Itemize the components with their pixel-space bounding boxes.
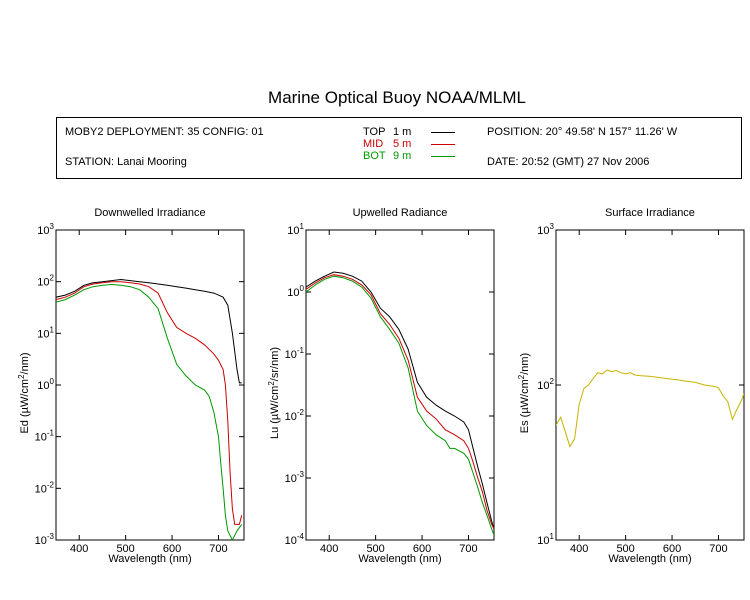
legend-swatch <box>431 131 455 133</box>
chart-panel-2: Upwelled Radiance 400 500 600 700 10-4 10-3 10-… <box>267 207 495 565</box>
y-tick-label: 103 <box>37 222 54 237</box>
y-axis-label: Lu (µW/cm2/sr/nm) <box>267 347 281 439</box>
x-axis-label: Wavelength (nm) <box>358 553 441 565</box>
y-tick-label: 100 <box>37 377 54 392</box>
y-tick-label: 10-1 <box>285 346 305 361</box>
y-tick-label: 103 <box>537 222 554 237</box>
chart-panel-1: Downwelled Irradiance 400 500 600 700 10-3 10-… <box>17 207 245 565</box>
x-tick-label: 600 <box>663 543 681 555</box>
x-tick-label: 500 <box>366 543 384 555</box>
legend-name: MID <box>363 138 384 150</box>
plot-frame <box>305 229 495 541</box>
x-tick-label: 700 <box>709 543 727 555</box>
plot-frame <box>555 229 745 541</box>
y-axis-label: Es (µW/cm2/nm) <box>517 353 531 433</box>
y-tick-label: 102 <box>537 377 554 392</box>
x-tick-label: 500 <box>616 543 634 555</box>
y-tick-label: 102 <box>37 274 54 289</box>
y-tick-label: 10-2 <box>35 480 55 495</box>
series-line-mid <box>56 281 243 525</box>
y-tick-label: 10-4 <box>285 532 305 547</box>
chart-panel-3: Surface Irradiance 400 500 600 700 101 102 103 W… <box>517 207 745 565</box>
y-tick-label: 101 <box>287 222 304 237</box>
position-text: POSITION: 20° 49.58' N 157° 11.26' W <box>487 126 678 138</box>
x-axis-label: Wavelength (nm) <box>608 553 691 565</box>
legend-depth: 9 m <box>393 150 412 162</box>
x-axis-label: Wavelength (nm) <box>108 553 191 565</box>
legend-item-bot: BOT 9 m <box>363 150 455 162</box>
x-tick-label: 400 <box>570 543 588 555</box>
x-tick-label: 400 <box>320 543 338 555</box>
y-tick-label: 101 <box>537 532 554 547</box>
x-tick-label: 700 <box>209 543 227 555</box>
y-tick-label: 10-1 <box>35 429 55 444</box>
series-line-mid <box>306 274 494 530</box>
legend-name: TOP <box>363 126 386 138</box>
legend-item-mid: MID 5 m <box>363 138 455 150</box>
chart-title: Marine Optical Buoy NOAA/MLML <box>268 88 526 107</box>
x-tick-label: 700 <box>459 543 477 555</box>
y-tick-label: 101 <box>37 325 54 340</box>
x-tick-label: 500 <box>116 543 134 555</box>
station-text: STATION: Lanai Mooring <box>65 156 187 168</box>
x-tick-label: 600 <box>163 543 181 555</box>
x-tick-label: 600 <box>413 543 431 555</box>
legend-item-top: TOP 1 m <box>363 126 455 138</box>
panel-title: Upwelled Radiance <box>353 207 448 219</box>
y-axis-label: Ed (µW/cm2/nm) <box>17 352 31 433</box>
series-line-surface <box>556 369 744 448</box>
legend-swatch <box>431 155 455 157</box>
legend-depth: 1 m <box>393 126 412 138</box>
info-box: MOBY2 DEPLOYMENT: 35 CONFIG: 01 STATION:… <box>56 117 742 179</box>
series-line-top <box>306 271 494 530</box>
date-text: DATE: 20:52 (GMT) 27 Nov 2006 <box>487 156 650 168</box>
y-tick-label: 10-3 <box>285 470 305 485</box>
x-tick-label: 400 <box>70 543 88 555</box>
series-line-top <box>56 278 242 384</box>
y-tick-label: 100 <box>287 284 304 299</box>
panel-title: Surface Irradiance <box>605 207 695 219</box>
series-line-bot <box>306 275 494 536</box>
legend-depth: 5 m <box>393 138 412 150</box>
y-tick-label: 10-2 <box>285 408 305 423</box>
deployment-text: MOBY2 DEPLOYMENT: 35 CONFIG: 01 <box>65 126 264 138</box>
panel-title: Downwelled Irradiance <box>94 207 205 219</box>
y-tick-label: 10-3 <box>35 532 55 547</box>
plot-frame <box>55 229 245 541</box>
legend-name: BOT <box>363 150 386 162</box>
legend-swatch <box>431 143 455 145</box>
series-line-bot <box>56 283 243 540</box>
